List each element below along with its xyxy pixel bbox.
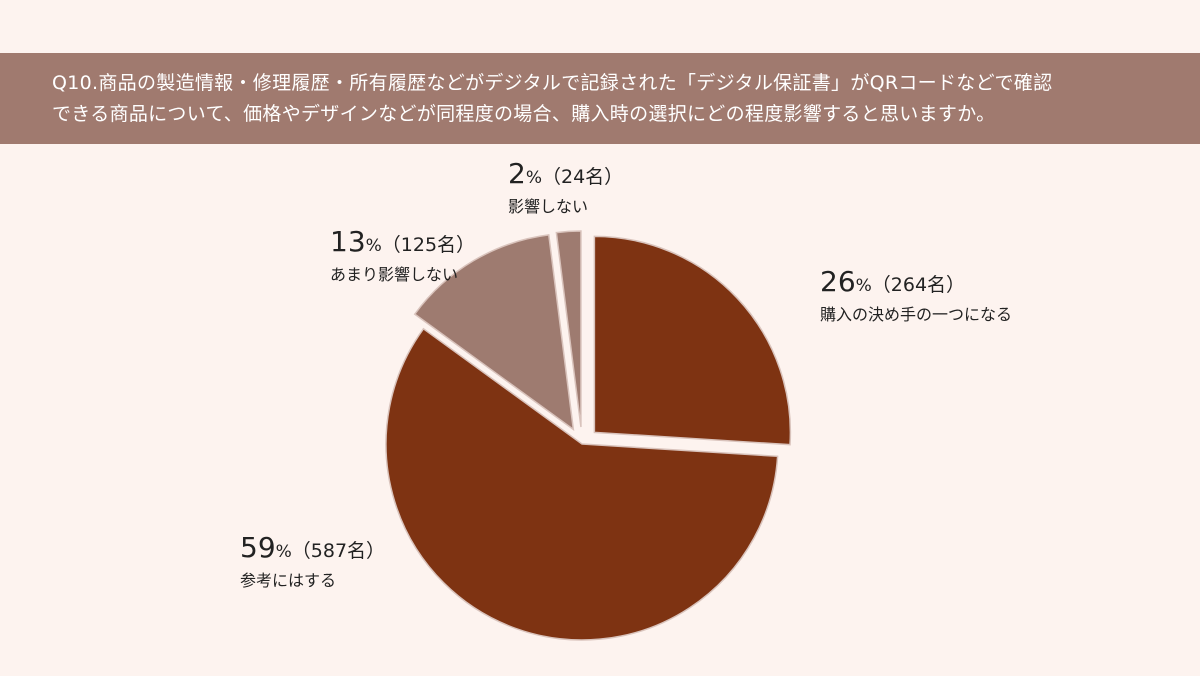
pie-slice-little-influence bbox=[413, 234, 575, 431]
slice-label-little-influence: 13%（125名） あまり影響しない bbox=[330, 225, 476, 285]
question-banner: Q10.商品の製造情報・修理履歴・所有履歴などがデジタルで記録された「デジタル保… bbox=[0, 53, 1200, 144]
question-line-1: Q10.商品の製造情報・修理履歴・所有履歴などがデジタルで記録された「デジタル保… bbox=[52, 72, 1053, 94]
slice-label-no-influence: 2%（24名） 影響しない bbox=[508, 157, 624, 217]
pie-slice-no-influence bbox=[555, 230, 582, 428]
slice-label-decisive: 26%（264名） 購入の決め手の一つになる bbox=[820, 265, 1013, 325]
slice-label-reference: 59%（587名） 参考にはする bbox=[240, 531, 386, 591]
pie-slice-reference bbox=[385, 327, 779, 641]
pie-slice-decisive bbox=[593, 235, 792, 446]
question-line-2: できる商品について、価格やデザインなどが同程度の場合、購入時の選択にどの程度影響… bbox=[52, 103, 996, 125]
